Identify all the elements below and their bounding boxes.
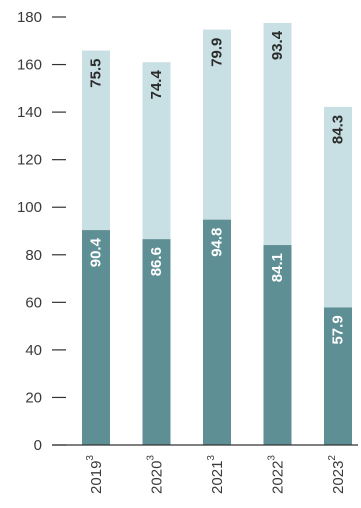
x-category-footnote: 3 [145,455,156,461]
bar-segment-series-2 [142,62,171,240]
bar-value-label: 75.5 [88,59,105,88]
x-category-year: 2019 [88,461,105,494]
x-category-label: 20203 [145,455,165,494]
bars: 90.4 75.5 86.6 74.4 94.8 79.9 84.1 93.4 57.9 84.3 [82,22,352,445]
y-tick-label: 160 [17,57,42,74]
bar-value-label: 90.4 [88,237,105,267]
y-tick-label: 120 [17,152,42,169]
bar-segment-series-2 [324,106,352,308]
bar-value-label: 93.4 [269,30,286,60]
bar-segment-series-2 [263,22,292,246]
bar-value-label: 86.6 [148,247,165,276]
x-category-footnote: 2 [327,455,338,461]
bar-value-label: 84.3 [330,115,347,144]
y-tick-label: 80 [25,247,42,264]
y-tick-label: 140 [17,104,42,121]
y-tick-label: 60 [25,294,42,311]
x-category-footnote: 3 [85,455,96,461]
bar-segment-series-2 [203,29,231,220]
x-category-year: 2022 [269,461,286,494]
y-tick-label: 100 [17,199,42,216]
x-category-label: 20193 [85,455,105,494]
bar-value-label: 94.8 [209,228,226,257]
x-category-label: 20213 [206,455,226,494]
y-tick-label: 180 [17,9,42,26]
x-category-footnote: 3 [266,455,277,461]
y-tick-label: 20 [25,389,42,406]
bar-segment-series-1 [203,219,231,445]
x-category-year: 2021 [209,461,226,494]
bar-segment-series-1 [142,239,171,445]
y-tick-label: 40 [25,342,42,359]
bar-segment-series-2 [82,50,110,231]
bar-segment-series-1 [324,307,352,445]
x-category-footnote: 3 [206,455,217,461]
x-category-year: 2023 [330,461,347,494]
x-category-label: 20232 [327,455,347,494]
bar-value-label: 79.9 [209,38,226,67]
bar-value-label: 74.4 [148,70,165,100]
y-axis: 0 20 40 60 80 100 120 140 160 180 [17,9,66,454]
bar-value-label: 84.1 [269,253,286,282]
bar-segment-series-1 [263,245,292,445]
bar-value-label: 57.9 [330,315,347,344]
y-tick-label: 0 [34,437,42,454]
x-category-label: 20223 [266,455,286,494]
bar-segment-series-1 [82,230,110,445]
x-category-year: 2020 [148,461,165,494]
